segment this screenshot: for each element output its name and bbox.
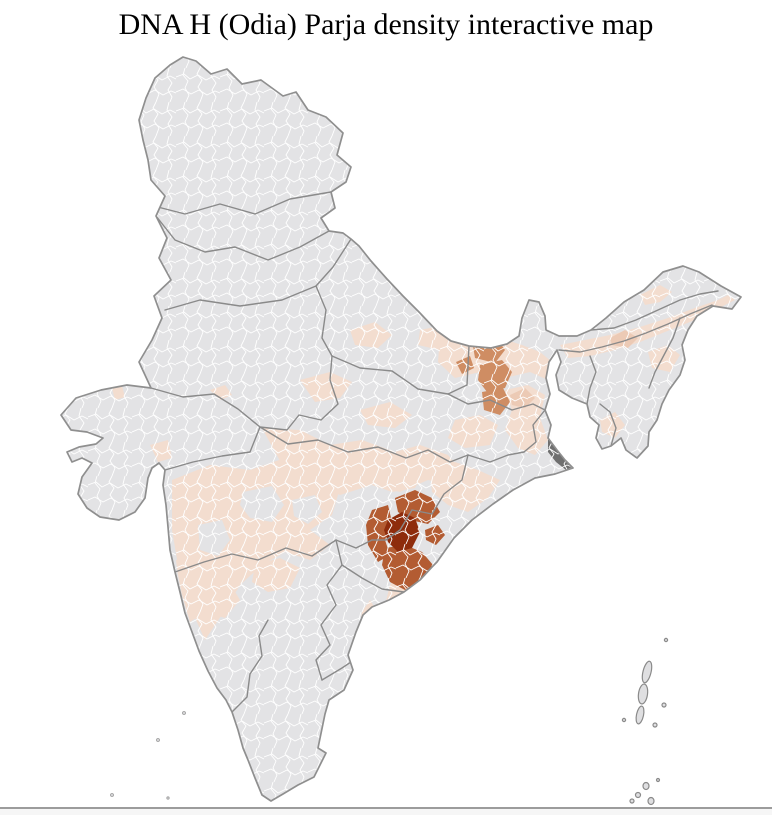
state-borders: [149, 191, 719, 713]
horizontal-scrollbar[interactable]: [0, 807, 772, 815]
page-title: DNA H (Odia) Parja density interactive m…: [118, 8, 654, 41]
country-outline: [60, 56, 742, 802]
lakshadweep-islands[interactable]: [110, 711, 186, 800]
andaman-nicobar-islands[interactable]: [621, 637, 669, 806]
